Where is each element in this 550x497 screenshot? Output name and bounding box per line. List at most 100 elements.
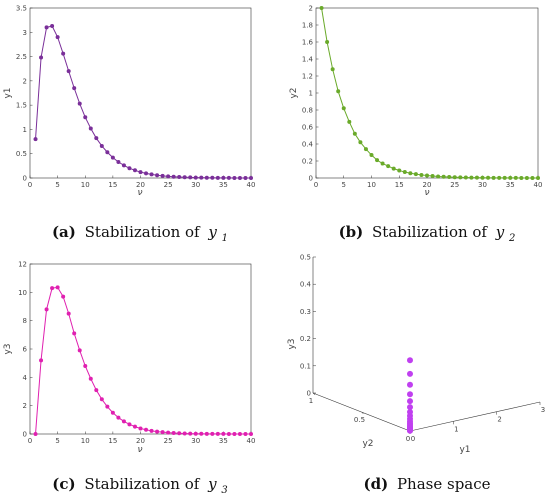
axes-3d bbox=[312, 257, 541, 432]
data-point bbox=[249, 431, 253, 436]
y-tick-label: 3.5 bbox=[16, 5, 27, 13]
data-point bbox=[336, 89, 341, 94]
data-point bbox=[407, 398, 413, 405]
data-point bbox=[474, 175, 479, 180]
series-line bbox=[35, 286, 252, 435]
x-tick-label: 30 bbox=[191, 181, 200, 189]
data-point bbox=[166, 174, 171, 179]
data-point bbox=[39, 55, 44, 60]
data-point bbox=[243, 431, 248, 436]
data-point bbox=[44, 25, 49, 30]
y-tick-label: 0.4 bbox=[302, 141, 314, 149]
data-point bbox=[497, 175, 502, 180]
data-point bbox=[363, 147, 368, 152]
x-tick-label: 40 bbox=[247, 181, 256, 189]
x-tick-label: 20 bbox=[136, 437, 145, 445]
data-point bbox=[519, 175, 524, 180]
y-tick-label: 3 bbox=[23, 29, 27, 37]
data-point bbox=[232, 175, 237, 180]
data-point bbox=[391, 166, 396, 171]
series-group bbox=[33, 285, 253, 436]
y2-tick-label: 1 bbox=[309, 397, 313, 405]
data-point bbox=[536, 175, 540, 180]
y2-tick-label: 0.5 bbox=[354, 416, 365, 424]
x-axis-label: ν bbox=[137, 188, 142, 198]
data-point bbox=[215, 175, 220, 180]
x-tick-label: 25 bbox=[450, 181, 459, 189]
data-point bbox=[77, 348, 82, 353]
x-tick-label: 30 bbox=[478, 181, 487, 189]
data-point bbox=[436, 174, 441, 179]
panel-c: 0 5 10 15 20 25 30 35 40 0 2 4 6 8 10 12 ν y3 (c) Stabi… bbox=[3, 261, 255, 497]
caption-text: Phase space bbox=[397, 475, 491, 493]
data-point bbox=[121, 419, 126, 424]
data-point bbox=[458, 175, 463, 180]
data-point bbox=[138, 170, 143, 175]
x-tick-label: 0 bbox=[28, 437, 32, 445]
data-point bbox=[94, 388, 99, 393]
caption-text: Stabilization of bbox=[84, 475, 200, 493]
plot-frame bbox=[315, 7, 539, 179]
data-point bbox=[105, 404, 110, 409]
data-point bbox=[83, 364, 88, 368]
x-tick-label: 15 bbox=[108, 181, 117, 189]
data-point bbox=[77, 101, 82, 106]
data-point bbox=[171, 174, 176, 179]
data-point bbox=[386, 164, 391, 169]
x-tick-label: 0 bbox=[314, 181, 318, 189]
x-tick-label: 40 bbox=[247, 437, 256, 445]
y3-tick-label: 0.2 bbox=[300, 335, 311, 343]
caption-text: Stabilization of bbox=[85, 223, 201, 241]
y-tick-label: 2 bbox=[23, 77, 27, 85]
y-tick-label: 1 bbox=[23, 126, 27, 134]
data-point bbox=[249, 175, 253, 180]
x-tick-label: 5 bbox=[342, 181, 346, 189]
x-tick-label: 40 bbox=[534, 181, 543, 189]
data-point bbox=[524, 175, 529, 180]
y-tick-label: 1.2 bbox=[302, 73, 313, 81]
y-tick-label: 0.5 bbox=[16, 150, 27, 158]
data-point bbox=[155, 173, 160, 178]
data-point bbox=[55, 35, 60, 40]
data-point bbox=[347, 119, 352, 124]
data-point bbox=[72, 86, 77, 91]
y-tick-label: 1.6 bbox=[302, 39, 314, 47]
data-point bbox=[407, 391, 413, 398]
data-point bbox=[513, 175, 518, 180]
data-point bbox=[50, 23, 55, 28]
y3-tick-label: 0.3 bbox=[300, 308, 311, 316]
data-point bbox=[177, 431, 182, 436]
y-axis-label: y1 bbox=[3, 87, 13, 98]
data-point bbox=[237, 175, 242, 180]
caption: (b) Stabilization of y 2 bbox=[339, 223, 516, 244]
data-point bbox=[199, 431, 204, 436]
data-point bbox=[99, 143, 104, 148]
data-point bbox=[94, 136, 99, 141]
y3-axis-label: y3 bbox=[287, 338, 297, 349]
data-point bbox=[193, 431, 198, 436]
tick-group: 0 5 10 15 20 25 30 35 40 0 2 4 6 8 10 12 bbox=[18, 261, 255, 446]
y3-tick-label: 0.5 bbox=[300, 254, 311, 262]
data-point bbox=[110, 155, 115, 160]
y-tick-label: 1.8 bbox=[302, 22, 313, 30]
y2-tick-mark bbox=[312, 392, 316, 396]
data-point bbox=[144, 427, 149, 432]
x-tick-label: 25 bbox=[164, 437, 173, 445]
caption-sub: 3 bbox=[221, 485, 227, 496]
y-tick-label: 10 bbox=[18, 289, 27, 297]
data-point bbox=[39, 358, 44, 363]
data-point bbox=[232, 431, 237, 436]
y1-tick-label: 3 bbox=[541, 406, 545, 414]
data-point bbox=[430, 174, 435, 179]
x-tick-label: 35 bbox=[219, 437, 228, 445]
data-point bbox=[55, 285, 60, 290]
data-point bbox=[407, 404, 413, 411]
y1-tick-label: 2 bbox=[497, 416, 501, 424]
data-point bbox=[341, 106, 346, 111]
y1-tick-label: 1 bbox=[454, 425, 458, 433]
y-tick-label: 0.2 bbox=[302, 158, 313, 166]
plot-frame bbox=[29, 263, 252, 435]
x-tick-label: 5 bbox=[55, 437, 59, 445]
data-point bbox=[441, 174, 446, 179]
